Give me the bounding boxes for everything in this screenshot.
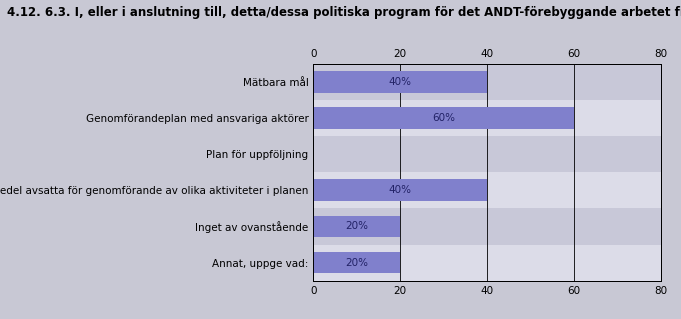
Bar: [313, 208, 661, 245]
Bar: [313, 180, 487, 201]
Bar: [313, 64, 661, 100]
Text: 40%: 40%: [389, 185, 411, 195]
Text: 60%: 60%: [432, 113, 455, 123]
Bar: [313, 71, 487, 93]
Bar: [313, 172, 661, 208]
Text: 20%: 20%: [345, 221, 368, 232]
Bar: [313, 252, 400, 273]
Bar: [313, 216, 400, 237]
Text: 20%: 20%: [345, 258, 368, 268]
Text: 4.12. 6.3. I, eller i anslutning till, detta/dessa politiska program för det AND: 4.12. 6.3. I, eller i anslutning till, d…: [7, 6, 681, 19]
Bar: [313, 245, 661, 281]
Bar: [313, 100, 661, 136]
Bar: [313, 136, 661, 172]
Bar: [313, 107, 573, 129]
Text: 40%: 40%: [389, 77, 411, 87]
